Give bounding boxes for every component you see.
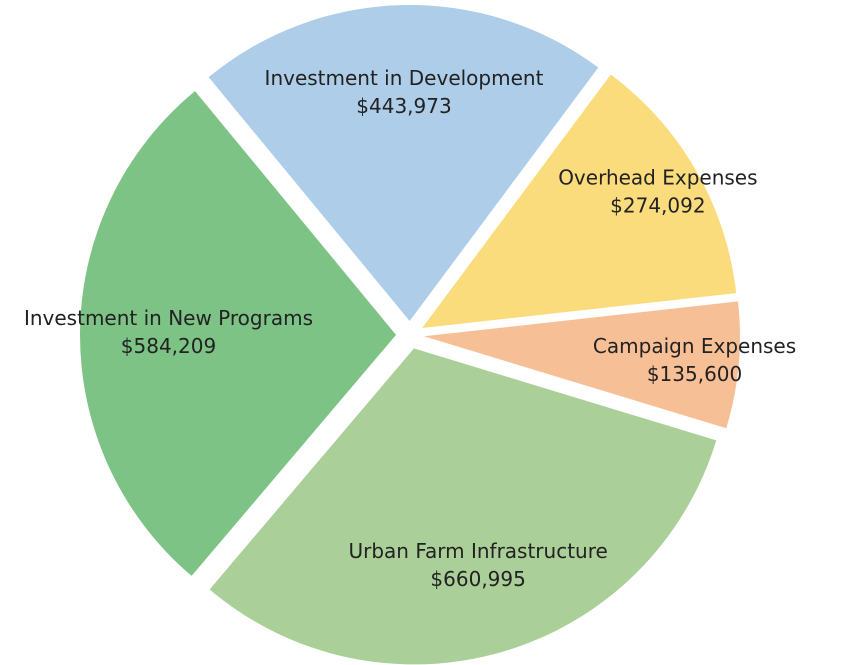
pie-slice	[422, 74, 737, 329]
pie-slice	[209, 348, 717, 665]
slice-label: Investment in Development	[265, 66, 544, 90]
slice-label: Overhead Expenses	[558, 165, 757, 189]
slice-value-label: $274,092	[610, 193, 705, 217]
slice-label: Investment in New Programs	[24, 306, 313, 330]
pie-slice	[80, 91, 397, 576]
slice-value-label: $660,995	[430, 567, 525, 591]
slice-label: Urban Farm Infrastructure	[348, 539, 607, 563]
pie-slice	[208, 5, 599, 322]
slice-value-label: $135,600	[647, 362, 742, 386]
slice-value-label: $443,973	[356, 94, 451, 118]
slice-value-label: $584,209	[121, 334, 216, 358]
pie-slice	[423, 301, 740, 429]
slice-label: Campaign Expenses	[593, 334, 796, 358]
